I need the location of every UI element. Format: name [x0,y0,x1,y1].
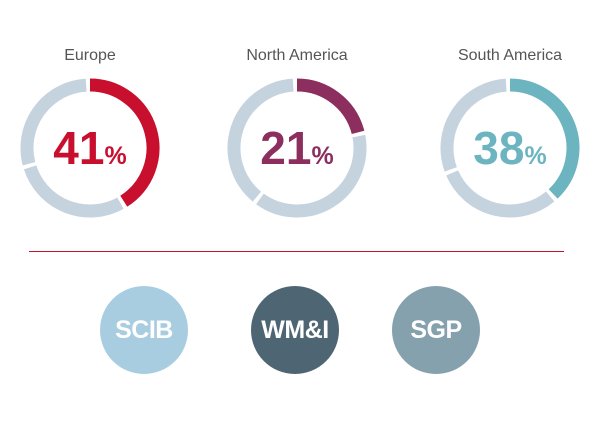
segment-badge-wmi: WM&I [251,286,339,374]
donut-track-north-america [227,78,294,202]
donut-value-arc-europe [89,78,160,207]
donut-percent-unit: % [104,142,126,170]
donut-north-america: North America 21% [227,47,367,218]
segment-badge-label: SCIB [115,315,173,344]
donut-percent-value: 21 [260,122,311,174]
donut-percent-value: 38 [473,122,524,174]
donut-percent-europe: 41% [53,122,126,174]
donut-title-europe: Europe [64,47,116,64]
donut-title-south-america: South America [458,47,562,64]
donut-percent-value: 41 [53,122,104,174]
divider-line [29,251,564,252]
donut-charts: Europe 41% North America 21% South America 38… [20,47,580,218]
donut-percent-unit: % [311,142,333,170]
segment-badge-scib: SCIB [100,286,188,374]
segment-badge-sgp: SGP [392,286,480,374]
donut-track-europe [20,78,87,166]
donut-value-arc-south-america [509,78,580,199]
segment-badge-label: WM&I [261,315,329,344]
donut-percent-north-america: 21% [260,122,333,174]
donut-percent-south-america: 38% [473,122,546,174]
donut-title-north-america: North America [246,47,347,64]
donut-percent-unit: % [524,142,546,170]
segment-badge-label: SGP [410,315,462,344]
donut-track-europe [23,165,124,218]
donut-track-south-america [446,170,555,218]
donut-value-arc-north-america [296,78,365,135]
donut-south-america: South America 38% [440,47,580,218]
donut-track-south-america [440,78,507,172]
donut-europe: Europe 41% [20,47,160,218]
donut-track-north-america [256,134,367,218]
